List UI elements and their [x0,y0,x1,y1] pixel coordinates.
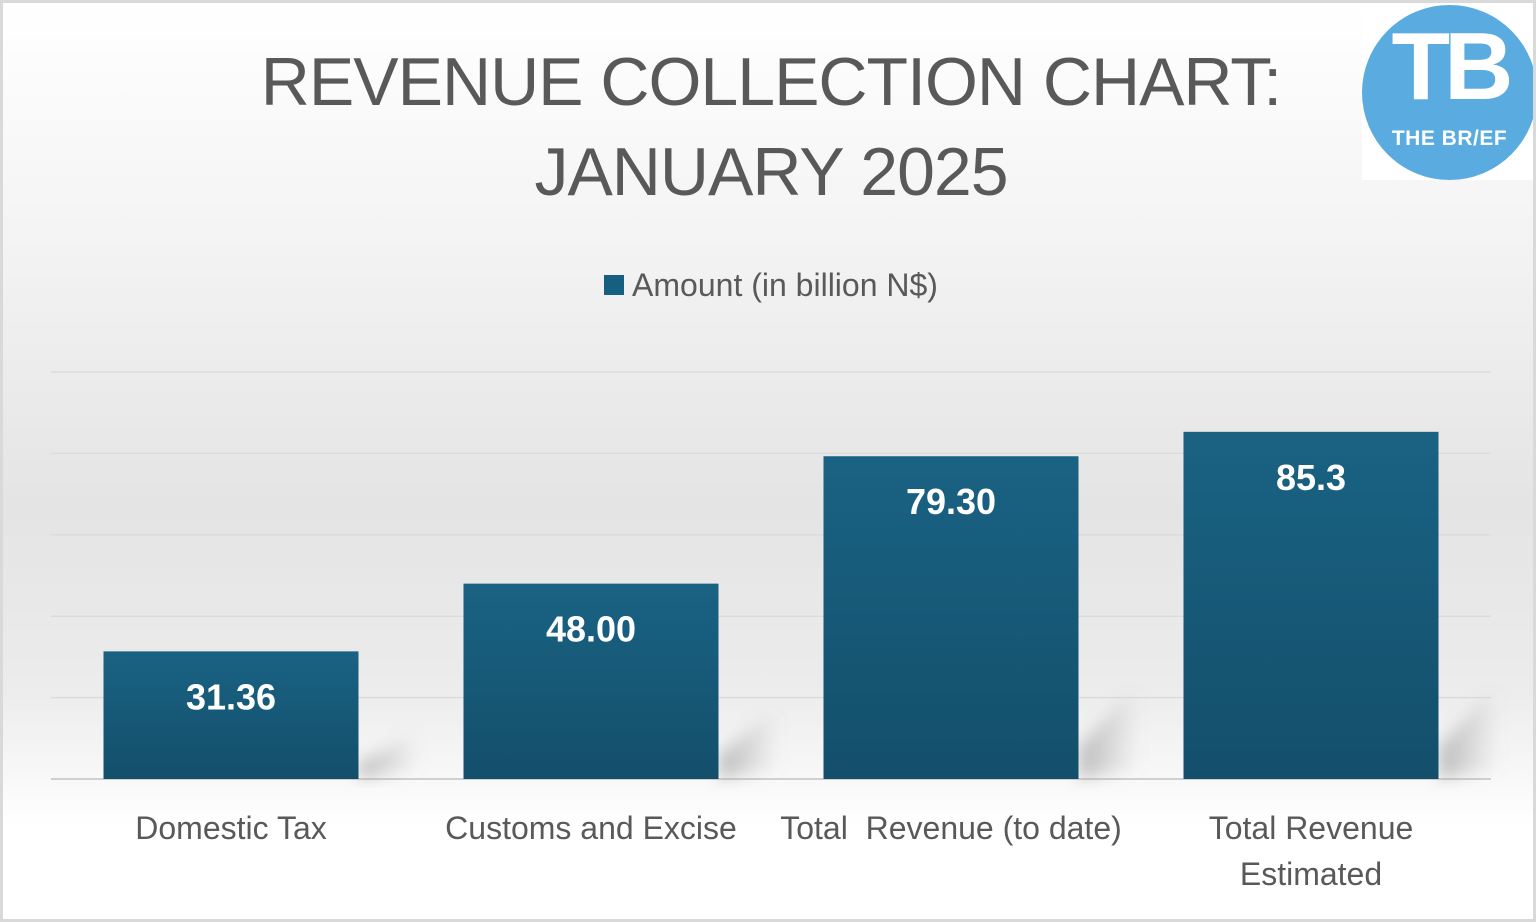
data-label: 31.36 [186,676,276,717]
category-labels: Domestic Tax Customs and Excise Total Reve… [135,810,1413,892]
bar-shadow [718,710,779,779]
category-label: Estimated [1240,856,1382,892]
logo-circle [1362,5,1533,180]
category-label: Total Revenue (to date) [780,810,1122,846]
chart-legend: Amount (in billion N$) [3,267,1533,304]
category-label: Total Revenue [1209,810,1414,846]
category-label: Domestic Tax [135,810,326,846]
bar-shadow [1078,689,1139,779]
chart-title: REVENUE COLLECTION CHART: JANUARY 2025 [3,37,1533,217]
bar-chart: 31.36 48.00 79.30 85.3 Domestic Tax Customs … [51,371,1499,892]
bars [103,431,1439,779]
data-label: 85.3 [1276,457,1346,498]
data-labels: 31.36 48.00 79.30 85.3 [186,457,1346,718]
brand-logo: TB THE BR/EF [1362,5,1533,180]
chart-title-line-2: JANUARY 2025 [534,134,1008,210]
bar-total-revenue-to-date [823,456,1079,779]
bar-shadow [358,734,419,779]
bar-shadows [358,689,1499,779]
logo-name: THE BR/EF [1391,127,1508,150]
bar-total-revenue-estimated [1183,431,1439,779]
legend-swatch [604,275,625,295]
chart-title-line-1: REVENUE COLLECTION CHART: [260,44,1282,120]
bar-shadow [1438,689,1499,779]
data-label: 48.00 [546,609,636,650]
bar-customs-and-excise [463,583,719,779]
bar-domestic-tax [103,651,359,779]
category-label: Customs and Excise [445,810,737,846]
data-label: 79.30 [906,481,996,522]
logo-letters: TB [1391,13,1514,120]
legend-label: Amount (in billion N$) [632,267,938,303]
